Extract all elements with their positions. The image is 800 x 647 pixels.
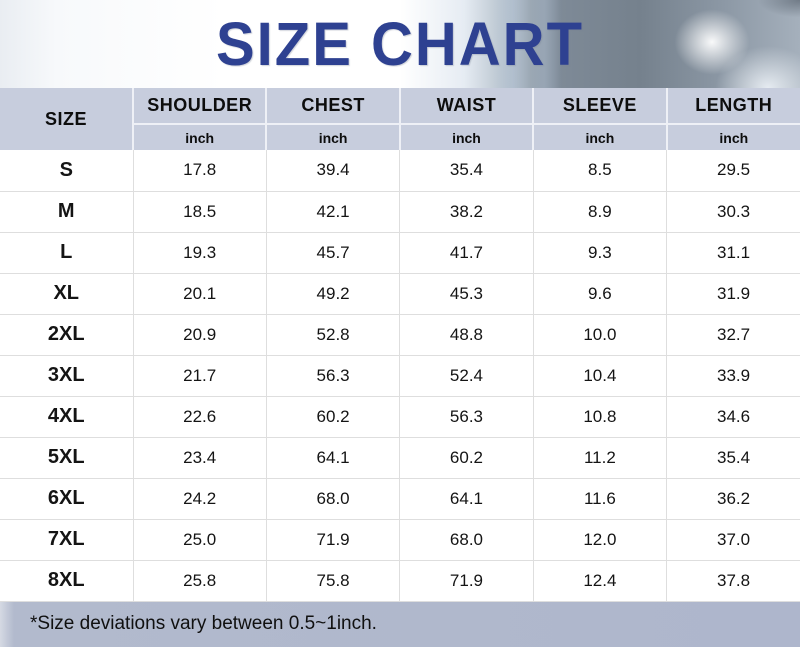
measurement-cell: 20.9 bbox=[132, 313, 267, 356]
size-table: SIZE SHOULDER CHEST WAIST SLEEVE LENGTH … bbox=[0, 88, 800, 602]
measurement-cell: 68.0 bbox=[399, 518, 534, 561]
measurement-cell: 52.4 bbox=[399, 354, 534, 397]
size-row-label: L bbox=[0, 231, 134, 274]
measurement-cell: 29.5 bbox=[666, 150, 800, 192]
measurement-cell: 9.3 bbox=[532, 231, 668, 274]
measurement-cell: 42.1 bbox=[265, 190, 401, 233]
measurement-cell: 30.3 bbox=[666, 190, 800, 233]
measurement-cell: 34.6 bbox=[666, 395, 800, 438]
measurement-cell: 52.8 bbox=[265, 313, 401, 356]
table-row: 6XL 24.2 68.0 64.1 11.6 36.2 bbox=[0, 477, 800, 520]
measurement-cell: 75.8 bbox=[265, 559, 401, 602]
unit-label: inch bbox=[532, 124, 667, 150]
size-table-header: SIZE SHOULDER CHEST WAIST SLEEVE LENGTH … bbox=[0, 88, 800, 150]
table-row: 8XL 25.8 75.8 71.9 12.4 37.8 bbox=[0, 559, 800, 602]
size-row-label: XL bbox=[0, 272, 134, 315]
size-row-label: 3XL bbox=[0, 354, 134, 397]
measurement-cell: 21.7 bbox=[132, 354, 267, 397]
measurement-cell: 19.3 bbox=[132, 231, 267, 274]
measurement-cell: 37.0 bbox=[666, 518, 800, 561]
measurement-cell: 49.2 bbox=[265, 272, 401, 315]
measurement-cell: 37.8 bbox=[666, 559, 800, 602]
measurement-cell: 56.3 bbox=[399, 395, 534, 438]
size-table-body: S 17.8 39.4 35.4 8.5 29.5 M 18.5 42.1 38… bbox=[0, 150, 800, 602]
measurement-cell: 12.4 bbox=[532, 559, 668, 602]
measurement-cell: 71.9 bbox=[265, 518, 401, 561]
measurement-cell: 8.9 bbox=[532, 190, 668, 233]
column-header-sleeve: SLEEVE bbox=[532, 88, 667, 125]
measurement-cell: 10.0 bbox=[532, 313, 668, 356]
column-header-shoulder: SHOULDER bbox=[131, 88, 267, 125]
size-row-label: M bbox=[0, 190, 134, 233]
measurement-cell: 64.1 bbox=[399, 477, 534, 520]
size-row-label: 2XL bbox=[0, 313, 134, 356]
measurement-cell: 8.5 bbox=[532, 150, 668, 192]
table-row: 3XL 21.7 56.3 52.4 10.4 33.9 bbox=[0, 354, 800, 397]
table-row: L 19.3 45.7 41.7 9.3 31.1 bbox=[0, 231, 800, 274]
size-row-label: 4XL bbox=[0, 395, 134, 438]
measurement-cell: 17.8 bbox=[132, 150, 267, 192]
table-row: 7XL 25.0 71.9 68.0 12.0 37.0 bbox=[0, 518, 800, 561]
measurement-cell: 71.9 bbox=[399, 559, 534, 602]
measurement-cell: 36.2 bbox=[666, 477, 800, 520]
measurement-cell: 31.1 bbox=[666, 231, 800, 274]
measurement-cell: 31.9 bbox=[666, 272, 800, 315]
measurement-cell: 41.7 bbox=[399, 231, 534, 274]
measurement-cell: 32.7 bbox=[666, 313, 800, 356]
column-header-waist: WAIST bbox=[398, 88, 534, 125]
corner-header-size: SIZE bbox=[0, 88, 133, 150]
size-row-label: S bbox=[0, 150, 134, 192]
unit-label: inch bbox=[398, 124, 534, 150]
measurement-cell: 20.1 bbox=[132, 272, 267, 315]
measurement-cell: 25.0 bbox=[132, 518, 267, 561]
table-row: 4XL 22.6 60.2 56.3 10.8 34.6 bbox=[0, 395, 800, 438]
table-row: M 18.5 42.1 38.2 8.9 30.3 bbox=[0, 190, 800, 233]
table-row: S 17.8 39.4 35.4 8.5 29.5 bbox=[0, 150, 800, 192]
measurement-cell: 60.2 bbox=[399, 436, 534, 479]
table-row: XL 20.1 49.2 45.3 9.6 31.9 bbox=[0, 272, 800, 315]
measurement-cell: 24.2 bbox=[132, 477, 267, 520]
measurement-cell: 38.2 bbox=[399, 190, 534, 233]
size-row-label: 5XL bbox=[0, 436, 134, 479]
measurement-cell: 45.3 bbox=[399, 272, 534, 315]
unit-label: inch bbox=[131, 124, 267, 150]
unit-label: inch bbox=[665, 124, 800, 150]
measurement-cell: 48.8 bbox=[399, 313, 534, 356]
measurement-cell: 64.1 bbox=[265, 436, 401, 479]
measurement-cell: 10.8 bbox=[532, 395, 668, 438]
measurement-cell: 11.6 bbox=[532, 477, 668, 520]
table-row: 5XL 23.4 64.1 60.2 11.2 35.4 bbox=[0, 436, 800, 479]
measurement-cell: 56.3 bbox=[265, 354, 401, 397]
footnote-band: *Size deviations vary between 0.5~1inch. bbox=[0, 601, 800, 647]
measurement-cell: 11.2 bbox=[532, 436, 668, 479]
measurement-cell: 35.4 bbox=[666, 436, 800, 479]
measurement-cell: 9.6 bbox=[532, 272, 668, 315]
unit-label: inch bbox=[265, 124, 400, 150]
page-title: SIZE CHART bbox=[216, 9, 584, 79]
size-row-label: 7XL bbox=[0, 518, 134, 561]
measurement-cell: 33.9 bbox=[666, 354, 800, 397]
measurement-cell: 18.5 bbox=[132, 190, 267, 233]
measurement-cell: 35.4 bbox=[399, 150, 534, 192]
measurement-cell: 68.0 bbox=[265, 477, 401, 520]
footnote-text: *Size deviations vary between 0.5~1inch. bbox=[30, 613, 377, 635]
measurement-cell: 25.8 bbox=[132, 559, 267, 602]
size-row-label: 8XL bbox=[0, 559, 134, 602]
column-header-chest: CHEST bbox=[265, 88, 400, 125]
measurement-cell: 10.4 bbox=[532, 354, 668, 397]
column-header-length: LENGTH bbox=[665, 88, 800, 125]
measurement-cell: 23.4 bbox=[132, 436, 267, 479]
measurement-cell: 45.7 bbox=[265, 231, 401, 274]
measurement-cell: 39.4 bbox=[265, 150, 401, 192]
table-row: 2XL 20.9 52.8 48.8 10.0 32.7 bbox=[0, 313, 800, 356]
measurement-cell: 60.2 bbox=[265, 395, 401, 438]
size-row-label: 6XL bbox=[0, 477, 134, 520]
measurement-cell: 12.0 bbox=[532, 518, 668, 561]
measurement-cell: 22.6 bbox=[132, 395, 267, 438]
title-banner: SIZE CHART bbox=[0, 0, 800, 88]
